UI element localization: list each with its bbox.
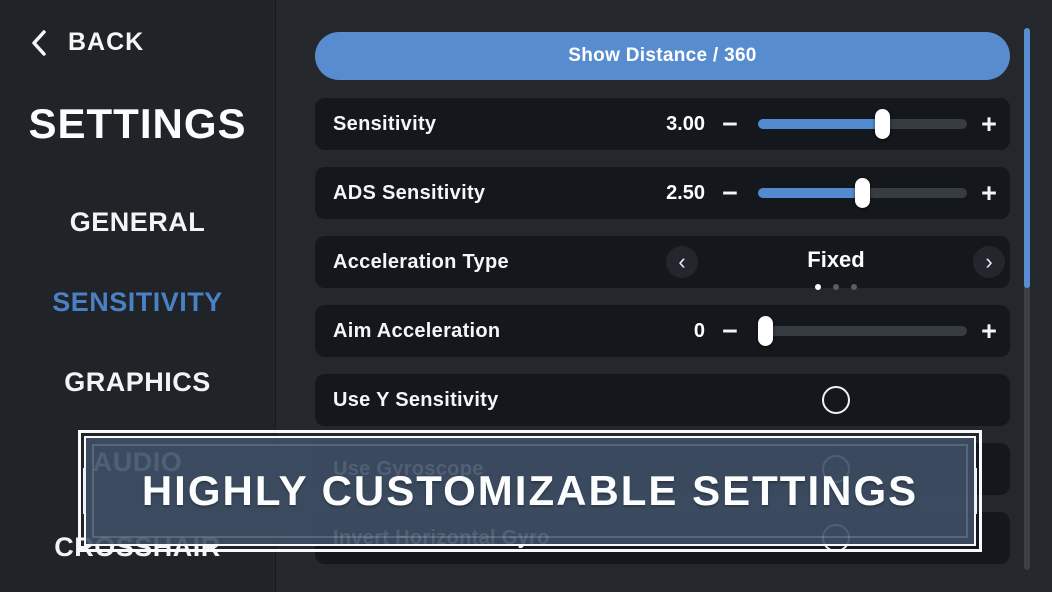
- setting-label: Sensitivity: [333, 113, 437, 135]
- plus-button[interactable]: +: [972, 98, 1006, 150]
- setting-value: 3.00: [666, 113, 705, 135]
- minus-button[interactable]: −: [713, 98, 747, 150]
- slider-fill: [758, 188, 863, 198]
- slider-thumb[interactable]: [875, 109, 891, 139]
- banner-text: HIGHLY CUSTOMIZABLE SETTINGS: [141, 467, 919, 514]
- plus-button[interactable]: +: [972, 167, 1006, 219]
- row-sensitivity: Sensitivity 3.00 − +: [315, 98, 1010, 150]
- slider-thumb[interactable]: [854, 178, 870, 208]
- setting-label: Acceleration Type: [333, 251, 509, 273]
- ads-sensitivity-slider[interactable]: [758, 178, 967, 208]
- setting-label: Use Y Sensitivity: [333, 389, 499, 411]
- use-y-sensitivity-toggle[interactable]: [822, 386, 850, 414]
- sidebar-item-sensitivity[interactable]: SENSITIVITY: [52, 287, 223, 317]
- show-distance-button[interactable]: Show Distance / 360: [315, 32, 1010, 80]
- setting-value: 2.50: [666, 182, 705, 204]
- back-label: BACK: [68, 28, 145, 56]
- page-title: SETTINGS: [28, 100, 247, 147]
- carousel-dot: [814, 284, 821, 290]
- banner-tick-right: [974, 468, 977, 514]
- banner-outer-frame: [78, 430, 982, 552]
- row-use-y-sensitivity: Use Y Sensitivity: [315, 374, 1010, 426]
- next-option-button[interactable]: ›: [973, 246, 1005, 278]
- carousel-dot: [833, 284, 839, 290]
- plus-button[interactable]: +: [972, 305, 1006, 357]
- slider-fill: [758, 119, 884, 129]
- minus-button[interactable]: −: [713, 305, 747, 357]
- setting-label: Aim Acceleration: [333, 320, 501, 342]
- back-button[interactable]: BACK: [30, 28, 144, 57]
- sidebar-item-general[interactable]: GENERAL: [69, 207, 206, 237]
- banner-panel: HIGHLY CUSTOMIZABLE SETTINGS: [84, 436, 976, 546]
- aim-acceleration-slider[interactable]: [758, 316, 967, 346]
- back-chevron-icon: [32, 29, 46, 56]
- minus-button[interactable]: −: [713, 167, 747, 219]
- carousel-dot: [851, 284, 858, 290]
- setting-label: ADS Sensitivity: [333, 182, 486, 204]
- setting-value: 0: [693, 320, 705, 342]
- carousel-page-dots: [736, 277, 936, 295]
- row-ads-sensitivity: ADS Sensitivity 2.50 − +: [315, 167, 1010, 219]
- scrollbar-thumb[interactable]: [1024, 28, 1030, 289]
- sensitivity-slider[interactable]: [758, 109, 967, 139]
- prev-option-button[interactable]: ‹: [666, 246, 698, 278]
- promo-banner: HIGHLY CUSTOMIZABLE SETTINGS: [78, 430, 982, 552]
- row-aim-acceleration: Aim Acceleration 0 − +: [315, 305, 1010, 357]
- slider-thumb[interactable]: [758, 316, 773, 346]
- carousel-selected-value: Fixed: [807, 247, 865, 272]
- sidebar-item-graphics[interactable]: GRAPHICS: [64, 367, 211, 397]
- banner-tick-left: [83, 468, 86, 514]
- row-acceleration-type: Acceleration Type ‹ Fixed ›: [315, 236, 1010, 290]
- scrollbar[interactable]: [1024, 28, 1030, 570]
